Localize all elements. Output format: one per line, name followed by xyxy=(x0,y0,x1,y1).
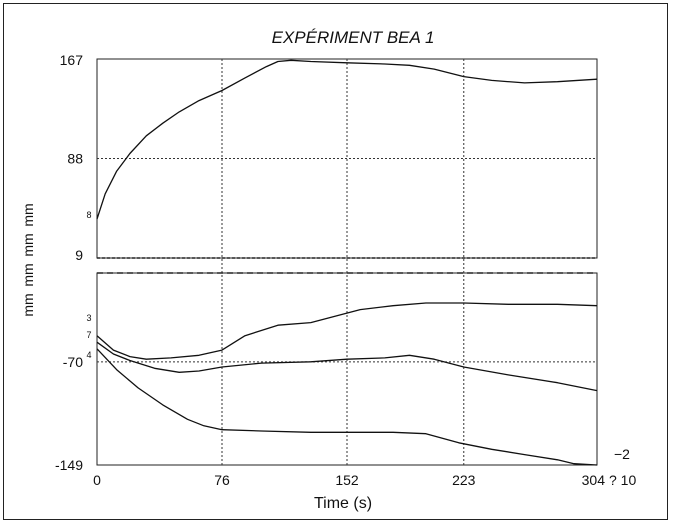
y-tick-label: 88 xyxy=(67,151,83,167)
series-marker-label: 3 xyxy=(86,313,91,323)
series-group xyxy=(96,59,598,466)
series-line-lower xyxy=(96,348,598,466)
panel-dividers xyxy=(97,257,597,274)
series-markers: 8 3 7 4 xyxy=(86,210,91,360)
x-tick-labels: 0 76 152 223 304 xyxy=(93,472,605,488)
x-tick-label: 223 xyxy=(452,472,476,488)
series-marker-label: 7 xyxy=(86,330,91,340)
x-tick-label: 152 xyxy=(335,472,359,488)
y-tick-label: -149 xyxy=(55,457,83,473)
y-tick-label: 167 xyxy=(60,52,84,68)
x-tick-label: 76 xyxy=(214,472,230,488)
y-axis-unit-label: mm xyxy=(20,233,36,256)
x-tick-label: 0 xyxy=(93,472,101,488)
series-line-lower xyxy=(96,341,598,392)
series-line-lower xyxy=(96,302,598,360)
chart-frame xyxy=(3,3,668,520)
x-axis-label: Time (s) xyxy=(314,495,372,512)
y-axis-unit-label: mm xyxy=(20,263,36,286)
chart-title: EXPÉRIMENT BEA 1 xyxy=(272,28,435,47)
y-axis-unit-labels: mm mm mm mm xyxy=(20,203,36,316)
x-tick-label: 304 xyxy=(582,472,606,488)
right-axis-label: −2 xyxy=(614,446,630,462)
x-extra-label: ? 10 xyxy=(609,472,636,488)
y-tick-labels: 167 88 9 -70 -149 xyxy=(55,52,83,473)
grid xyxy=(97,59,597,465)
y-tick-label: 9 xyxy=(75,247,83,263)
y-axis-unit-label: mm xyxy=(20,203,36,226)
y-axis-unit-label: mm xyxy=(20,293,36,316)
series-marker-label: 4 xyxy=(86,350,91,360)
series-marker-label: 8 xyxy=(86,210,91,220)
y-tick-label: -70 xyxy=(63,354,83,370)
series-line-upper xyxy=(96,59,598,220)
